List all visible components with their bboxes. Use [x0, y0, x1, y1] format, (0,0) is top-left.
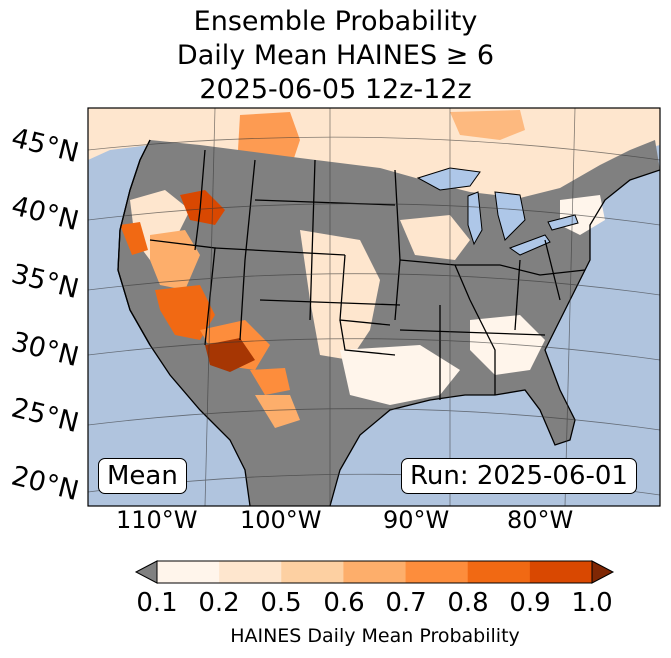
lake-ontario — [547, 214, 579, 231]
colorbar-label: HAINES Daily Mean Probability — [230, 625, 520, 647]
lon-label-80: 80°W — [507, 506, 574, 534]
title-line-1: Ensemble Probability — [193, 6, 478, 37]
prob-light-midwest — [400, 215, 470, 260]
prob-mid-mexico — [255, 395, 300, 428]
lon-label-110: 110°W — [116, 506, 198, 534]
prob-highest-az — [205, 338, 255, 372]
colorbar-tick: 0.1 — [136, 588, 178, 618]
colorbar-tick: 0.9 — [509, 588, 551, 618]
colorbar-tick: 0.5 — [260, 588, 302, 618]
colorbar-under-arrow — [134, 560, 158, 584]
prob-light-gulf — [340, 345, 460, 405]
prob-light-southeast — [470, 315, 545, 375]
lake-michigan — [467, 191, 483, 246]
us-land — [118, 140, 660, 506]
title-line-2: Daily Mean HAINES ≥ 6 — [176, 40, 495, 71]
map-area — [88, 108, 660, 506]
prob-high-idaho — [180, 190, 225, 225]
prob-high-california — [120, 222, 148, 255]
mean-label-box: Mean — [98, 458, 187, 494]
run-date-label-box: Run: 2025-06-01 — [401, 458, 637, 494]
lon-label-100: 100°W — [240, 506, 322, 534]
prob-light-plains — [300, 230, 380, 360]
colorbar-bin — [343, 561, 407, 583]
us-coastline — [117, 139, 660, 506]
mexico-land — [150, 345, 340, 506]
colorbar-tick: 0.2 — [198, 588, 240, 618]
colorbar-bin — [281, 561, 344, 583]
colorbar-tick: 0.8 — [447, 588, 489, 618]
colorbar-bin — [467, 561, 531, 583]
canada-high-east — [450, 110, 525, 140]
lake-huron — [494, 191, 526, 241]
map-frame — [87, 107, 661, 507]
colorbar-tick: 1.0 — [571, 588, 613, 618]
title-line-3: 2025-06-05 12z-12z — [199, 74, 472, 105]
colorbar-tick: 0.6 — [323, 588, 365, 618]
colorbar-tick: 0.7 — [385, 588, 427, 618]
colorbar-bin — [157, 561, 220, 583]
prob-high-arizona — [155, 285, 215, 340]
lake-erie — [508, 234, 551, 256]
lon-label-90: 90°W — [383, 506, 450, 534]
colorbar — [134, 560, 615, 584]
colorbar-bin — [405, 561, 469, 583]
colorbar-bin — [219, 561, 282, 583]
prob-high-texas — [250, 368, 290, 395]
colorbar-over-arrow — [591, 560, 615, 584]
lake-superior — [416, 167, 481, 191]
colorbar-bin — [529, 561, 593, 583]
